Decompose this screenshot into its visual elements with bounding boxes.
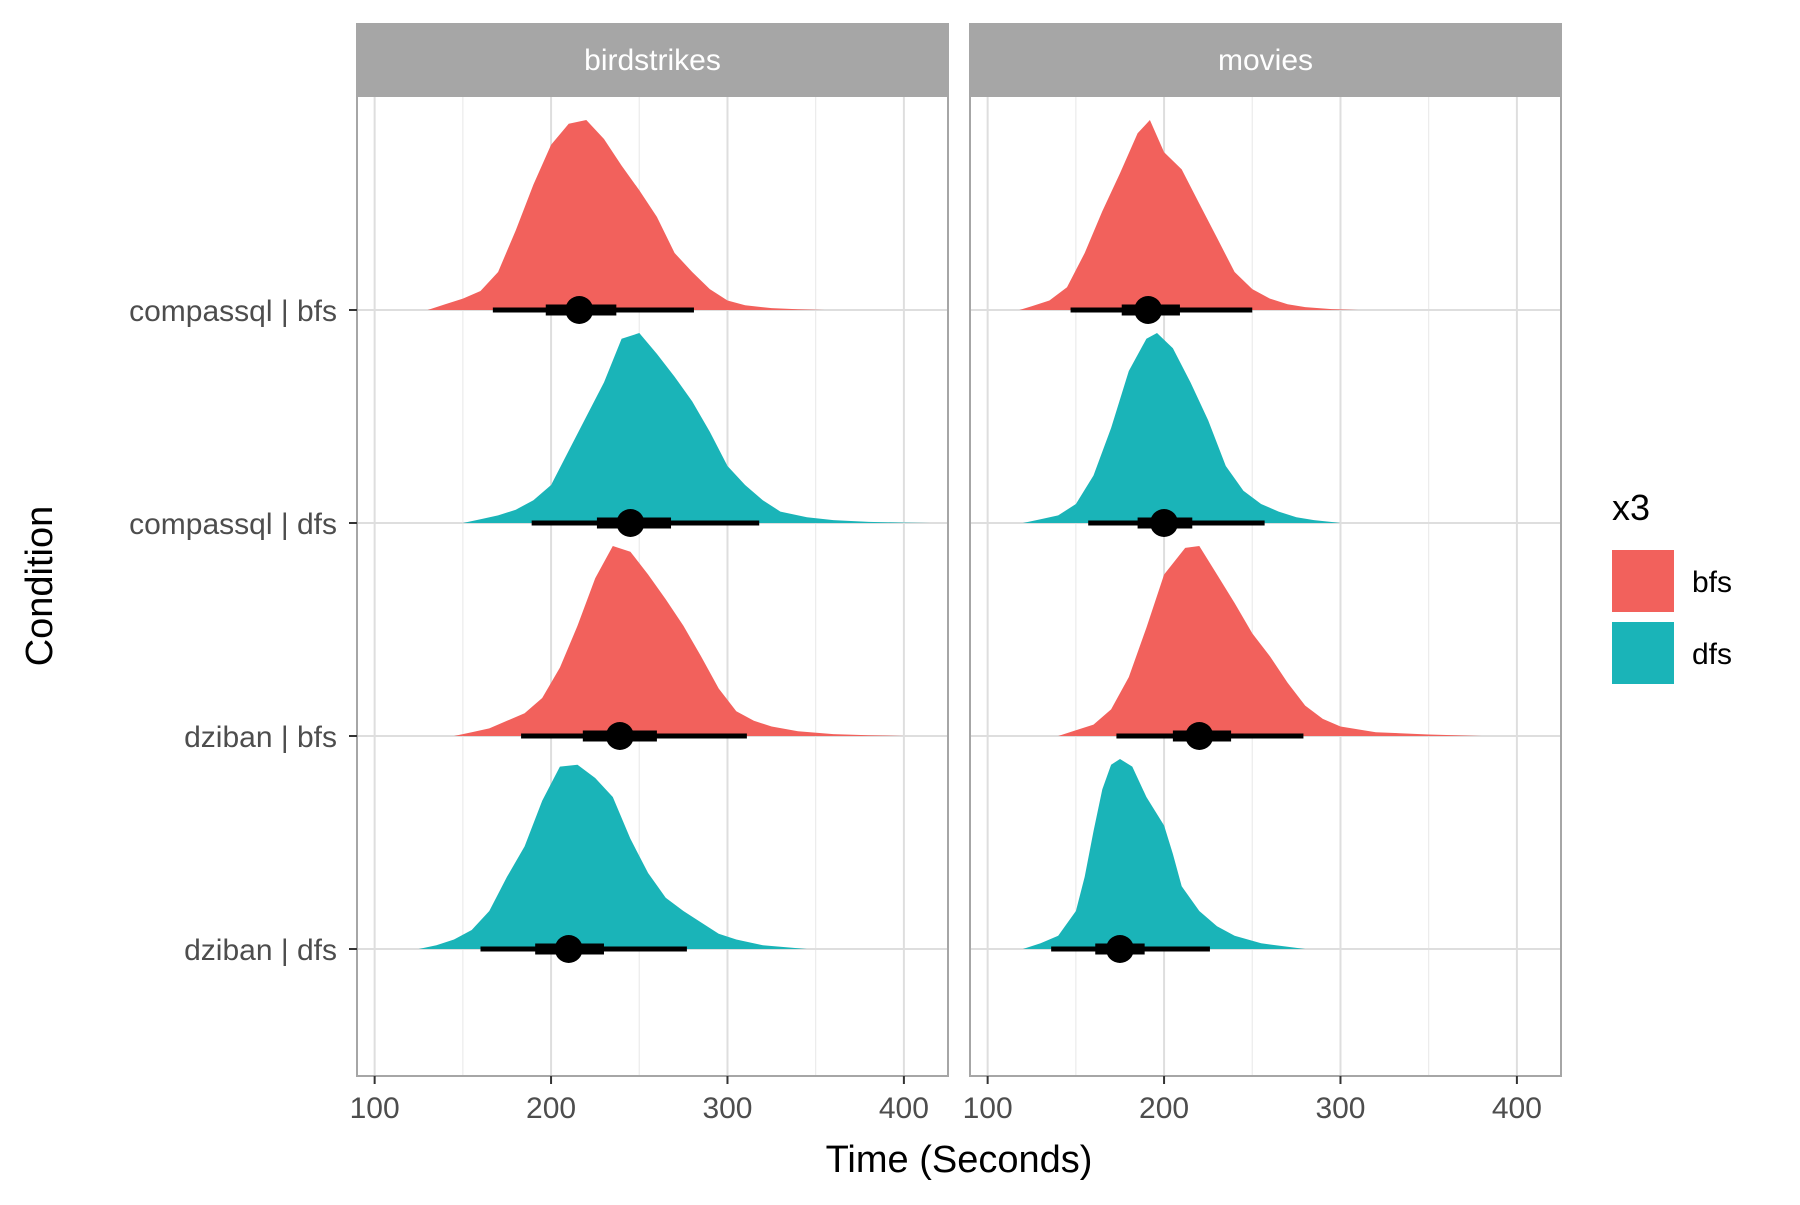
point-estimate	[1150, 509, 1179, 537]
legend-label-dfs: dfs	[1692, 638, 1732, 671]
legend-label-bfs: bfs	[1692, 566, 1732, 599]
panel-background	[970, 96, 1561, 1076]
density-bfs	[427, 120, 825, 310]
point-estimate	[1105, 935, 1134, 963]
panel-border	[969, 95, 1562, 1077]
legend-title: x3	[1612, 487, 1650, 528]
y-tick-label: compassql | dfs	[129, 508, 337, 541]
legend-key-bfs	[1612, 550, 1674, 612]
strip-label: movies	[1218, 44, 1313, 77]
point-estimate	[1134, 296, 1163, 324]
strip-background	[356, 23, 949, 97]
density-bfs	[454, 546, 904, 736]
x-tick-label: 300	[1315, 1092, 1365, 1125]
x-tick-label: 300	[702, 1092, 752, 1125]
density-dfs	[1022, 759, 1306, 949]
strip-background	[969, 23, 1562, 97]
y-tick-label: dziban | dfs	[184, 934, 337, 967]
density-dfs	[1022, 333, 1341, 523]
y-axis-title: Condition	[19, 506, 61, 667]
point-estimate	[1185, 722, 1214, 750]
x-tick-label: 100	[350, 1092, 400, 1125]
x-axis-title: Time (Seconds)	[826, 1139, 1093, 1181]
x-tick-label: 200	[1139, 1092, 1189, 1125]
panel-border	[356, 95, 949, 1077]
legend-key-dfs	[1612, 622, 1674, 684]
x-tick-label: 400	[1492, 1092, 1542, 1125]
y-tick-label: dziban | bfs	[184, 721, 337, 754]
density-bfs	[1019, 120, 1359, 310]
panel-movies: movies 100 200 300 400	[963, 23, 1562, 1125]
density-dfs	[418, 764, 807, 949]
point-estimate	[616, 509, 645, 537]
x-tick-label: 200	[526, 1092, 576, 1125]
point-estimate	[605, 722, 634, 750]
y-tick-label: compassql | bfs	[129, 295, 337, 328]
legend: x3 bfs dfs	[1612, 487, 1732, 684]
x-tick-label: 100	[963, 1092, 1013, 1125]
strip-label: birdstrikes	[584, 44, 721, 77]
panel-birdstrikes: birdstrikes 100 200 300 400	[350, 23, 949, 1125]
density-bfs	[1058, 546, 1482, 736]
density-dfs	[462, 333, 931, 523]
point-estimate	[565, 296, 594, 324]
point-estimate	[554, 935, 583, 963]
x-tick-label: 400	[879, 1092, 929, 1125]
